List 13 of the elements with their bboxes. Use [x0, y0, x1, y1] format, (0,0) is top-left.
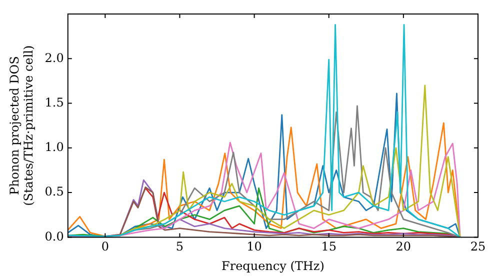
y-tick-label: 1.5 — [44, 95, 64, 110]
y-tick-label: 1.0 — [44, 140, 64, 154]
x-tick-label: 5 — [176, 240, 184, 254]
x-tick-label: 15 — [321, 240, 337, 254]
x-axis-title: Frequency (THz) — [222, 258, 324, 273]
y-axis-title: Phonon projected DOS (States/THz·primitive cell) — [7, 45, 36, 206]
y-tick-label: 0.5 — [44, 184, 64, 199]
x-tick-label: 25 — [470, 240, 486, 254]
y-tick-label: 0.0 — [44, 229, 64, 244]
x-tick-label: 10 — [246, 240, 262, 254]
x-tick-label: 0 — [101, 240, 109, 254]
x-tick-label: 20 — [396, 240, 412, 254]
y-tick-label: 2.0 — [44, 50, 64, 65]
